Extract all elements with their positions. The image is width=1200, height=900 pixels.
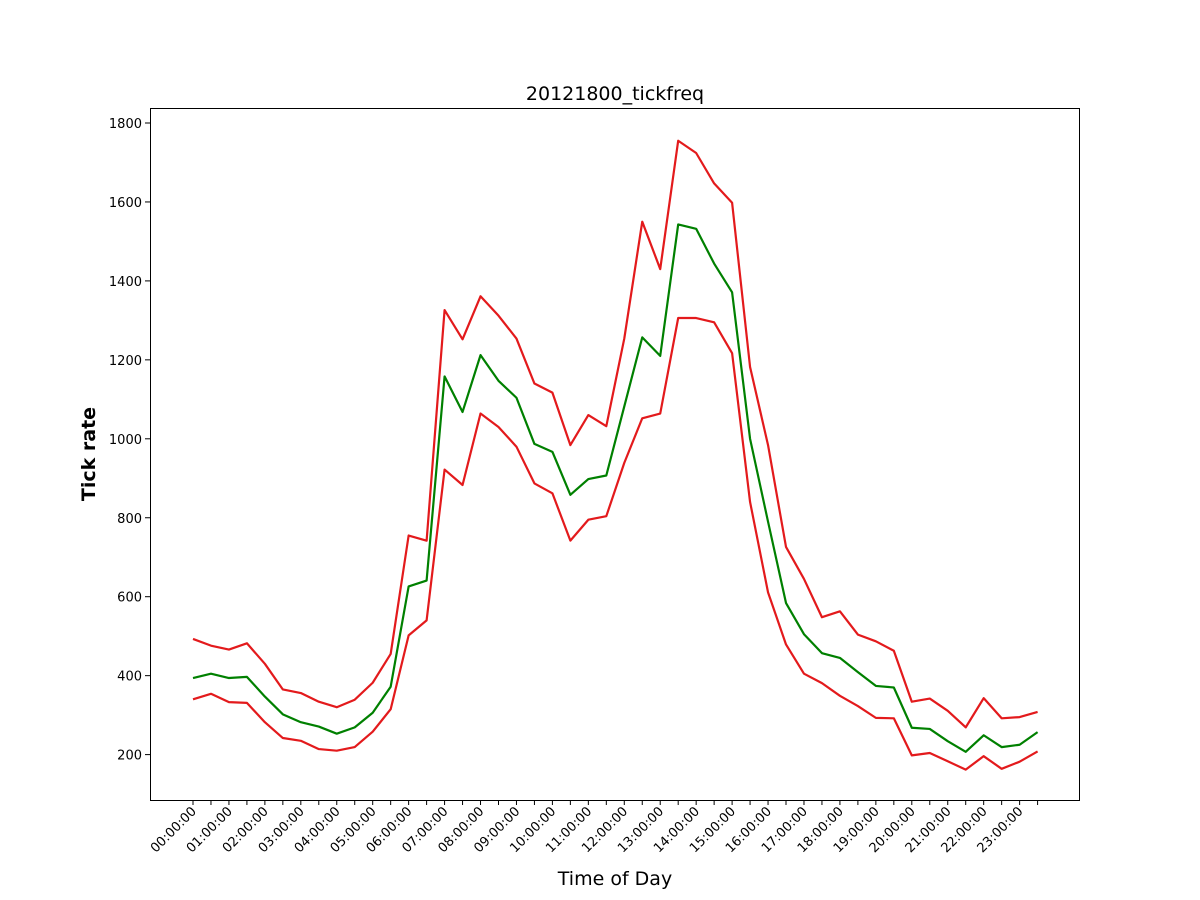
series-line-2 (192, 316, 1039, 771)
series-line-1 (192, 223, 1039, 753)
plot-frame (150, 108, 1080, 801)
y-tick-label: 1800 (109, 117, 142, 132)
y-tick-label: 1200 (109, 354, 142, 369)
y-tick-label: 400 (117, 670, 142, 685)
y-tick-label: 800 (117, 512, 142, 527)
y-tick-label: 600 (117, 591, 142, 606)
series-line-0 (192, 139, 1038, 729)
y-tick-label: 1400 (109, 275, 142, 290)
y-tick-label: 200 (117, 749, 142, 764)
chart-title: 20121800_tickfreq (526, 83, 704, 105)
y-axis-label: Tick rate (78, 407, 100, 501)
x-axis-label: Time of Day (557, 868, 672, 890)
plot-area (192, 139, 1039, 771)
y-tick-label: 1000 (109, 433, 142, 448)
y-tick-label: 1600 (109, 196, 142, 211)
